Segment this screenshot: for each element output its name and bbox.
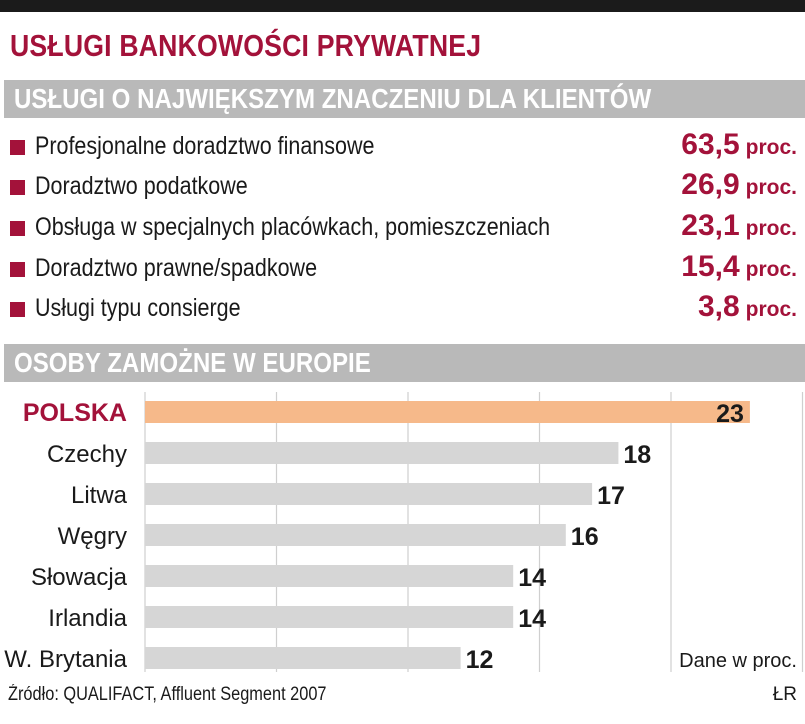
bar-polska (145, 401, 750, 423)
service-unit: proc. (745, 298, 797, 321)
services-section-title: USŁUGI O NAJWIĘKSZYM ZNACZENIU DLA KLIEN… (14, 83, 652, 114)
service-label: Doradztwo prawne/spadkowe (35, 254, 318, 282)
service-number: 3,8 (697, 290, 740, 323)
source-note: Źródło: QUALIFACT, Affluent Segment 2007 (8, 684, 327, 705)
service-value: 15,4 proc. (681, 250, 797, 284)
chart-title: OSOBY ZAMOŻNE W EUROPIE (14, 347, 371, 378)
bar-czechy (145, 442, 619, 464)
service-label: Obsługa w specjalnych placówkach, pomies… (35, 213, 551, 241)
top-rule (0, 0, 805, 12)
value-label: 17 (597, 482, 625, 510)
value-label: 14 (518, 605, 546, 633)
service-value: 3,8 proc. (698, 290, 797, 324)
category-label: Czechy (47, 441, 127, 468)
category-label: Irlandia (48, 605, 127, 632)
service-unit: proc. (745, 217, 797, 240)
service-number: 15,4 (681, 250, 740, 283)
category-label: W. Brytania (4, 646, 127, 673)
square-bullet-icon (10, 180, 25, 195)
list-item: Usługi typu consierge 3,8 proc. (0, 290, 805, 330)
list-item: Profesjonalne doradztwo finansowe 63,5 p… (0, 128, 805, 168)
service-value: 63,5 proc. (681, 128, 797, 162)
author-signature: ŁR (772, 684, 797, 705)
list-item: Doradztwo podatkowe 26,9 proc. (0, 168, 805, 208)
chart-section-header: OSOBY ZAMOŻNE W EUROPIE (4, 344, 805, 382)
square-bullet-icon (10, 302, 25, 317)
value-label: 23 (716, 400, 744, 428)
service-value: 23,1 proc. (681, 209, 797, 243)
category-label: POLSKA (23, 399, 127, 427)
service-unit: proc. (745, 136, 797, 159)
bar-słowacja (145, 565, 514, 587)
list-item: Obsługa w specjalnych placówkach, pomies… (0, 209, 805, 249)
service-number: 63,5 (681, 128, 740, 161)
category-label: Węgry (58, 523, 127, 550)
value-label: 14 (518, 564, 546, 592)
service-number: 26,9 (681, 168, 740, 201)
value-label: 16 (571, 523, 599, 551)
services-section-header: USŁUGI O NAJWIĘKSZYM ZNACZENIU DLA KLIEN… (4, 80, 805, 118)
bar-węgry (145, 524, 566, 546)
bar-w-brytania (145, 647, 461, 669)
page-title: USŁUGI BANKOWOŚCI PRYWATNEJ (10, 28, 482, 63)
service-unit: proc. (745, 258, 797, 281)
square-bullet-icon (10, 262, 25, 277)
bar-litwa (145, 483, 593, 505)
category-label: Słowacja (31, 564, 128, 591)
value-label: 18 (623, 441, 651, 469)
service-unit: proc. (745, 176, 797, 199)
square-bullet-icon (10, 221, 25, 236)
square-bullet-icon (10, 140, 25, 155)
service-label: Doradztwo podatkowe (35, 172, 248, 200)
service-label: Profesjonalne doradztwo finansowe (35, 132, 375, 160)
unit-note: Dane w proc. (679, 650, 797, 672)
list-item: Doradztwo prawne/spadkowe 15,4 proc. (0, 250, 805, 290)
value-label: 12 (466, 646, 494, 674)
service-label: Usługi typu consierge (35, 294, 241, 322)
bar-irlandia (145, 606, 514, 628)
service-number: 23,1 (681, 209, 740, 242)
service-value: 26,9 proc. (681, 168, 797, 202)
category-label: Litwa (71, 482, 128, 509)
